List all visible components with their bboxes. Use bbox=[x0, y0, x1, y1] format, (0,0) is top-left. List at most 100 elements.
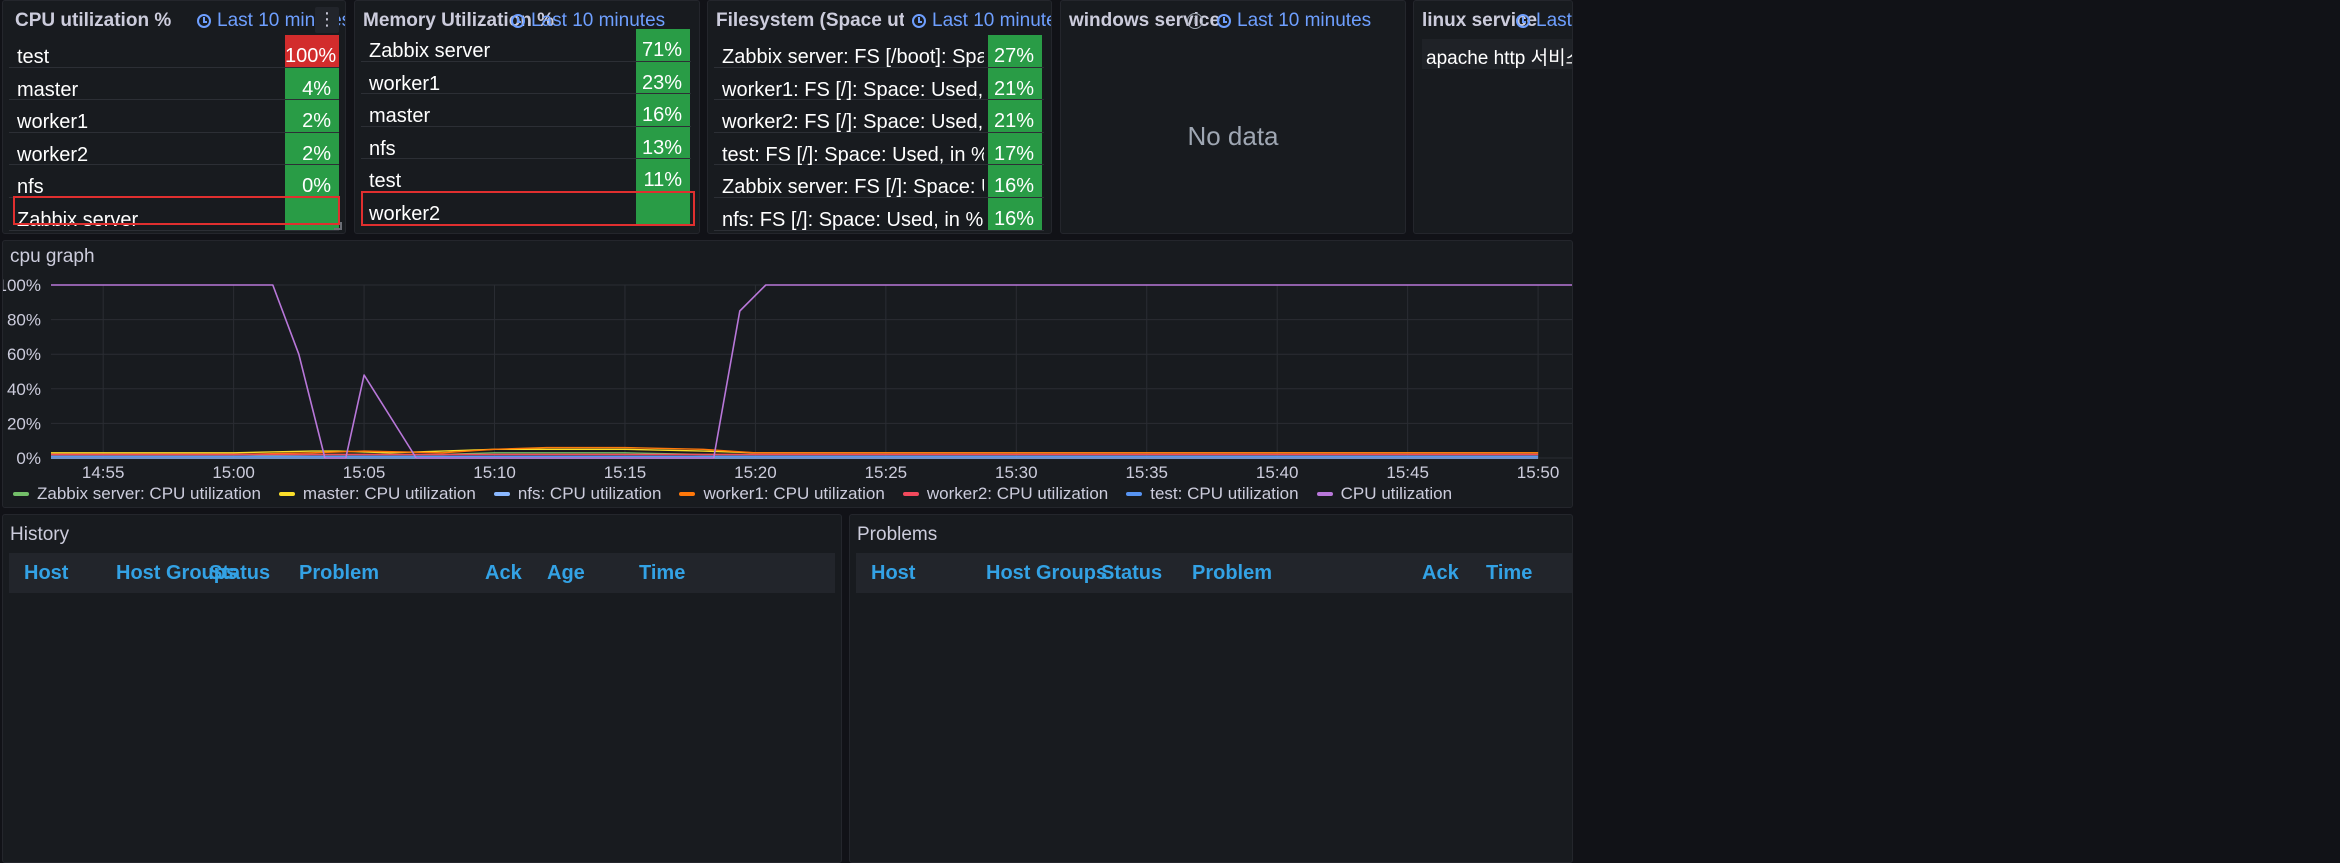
column-header[interactable]: Age bbox=[547, 562, 585, 584]
panel-menu-icon[interactable]: ⋮ bbox=[315, 7, 339, 33]
legend-item[interactable]: Zabbix server: CPU utilization bbox=[13, 484, 261, 504]
panel-title[interactable]: windows service bbox=[1069, 10, 1221, 31]
panel-title[interactable]: linux service bbox=[1422, 10, 1538, 31]
legend-item[interactable]: nfs: CPU utilization bbox=[493, 484, 661, 504]
table-header bbox=[9, 553, 835, 593]
series-line bbox=[51, 446, 1539, 456]
legend-swatch bbox=[679, 492, 696, 496]
table-row[interactable]: worker2: FS [/]: Space: Used, in %21% bbox=[714, 100, 1044, 133]
legend-swatch bbox=[1316, 492, 1333, 496]
y-tick-label: 0% bbox=[16, 449, 41, 468]
series-line bbox=[51, 284, 1572, 459]
legend-label: test: CPU utilization bbox=[1150, 484, 1299, 503]
table-row[interactable]: worker1 23% bbox=[361, 61, 691, 95]
table-row[interactable]: Zabbix server: FS [/]: Space: Used, in %… bbox=[714, 165, 1044, 198]
column-header[interactable]: Host Groups bbox=[116, 562, 238, 584]
column-header[interactable]: Problem bbox=[1192, 562, 1273, 584]
row-name: worker1 bbox=[369, 72, 441, 95]
column-header[interactable]: Problem bbox=[299, 562, 380, 584]
linux-service-panel: linux service Last 1 apache http 서비스 bbox=[1413, 0, 1573, 234]
column-header[interactable]: Ack bbox=[485, 562, 522, 584]
row-name: Zabbix server bbox=[17, 209, 139, 231]
table-row[interactable]: worker2 2% bbox=[9, 132, 339, 166]
x-tick-label: 15:35 bbox=[1125, 463, 1168, 482]
time-range[interactable]: Last 10 minutes bbox=[511, 10, 665, 32]
legend-label: master: CPU utilization bbox=[302, 484, 476, 503]
table-row[interactable]: master 4% bbox=[9, 67, 339, 101]
row-value: 17% bbox=[988, 132, 1042, 165]
table-row[interactable]: worker1 2% bbox=[9, 100, 339, 133]
row-value: 23% bbox=[636, 61, 690, 94]
time-range[interactable]: Last 10 minutes bbox=[912, 10, 1051, 32]
x-tick-label: 15:30 bbox=[995, 463, 1038, 482]
table-row[interactable]: nfs 13% bbox=[361, 126, 691, 160]
highlight-box bbox=[13, 196, 340, 225]
row-name: worker1: FS [/]: Space: Used, in % bbox=[722, 78, 984, 101]
windows-service-panel: windows service i Last 10 minutes No dat… bbox=[1060, 0, 1406, 234]
clock-icon bbox=[511, 14, 525, 28]
table-row[interactable]: Zabbix server 71% bbox=[361, 29, 691, 62]
panel-title[interactable]: cpu graph bbox=[10, 246, 95, 267]
row-name: test: FS [/]: Space: Used, in % bbox=[722, 143, 984, 166]
column-header[interactable]: Time bbox=[639, 562, 686, 584]
column-header[interactable]: Host bbox=[871, 562, 916, 584]
time-range[interactable]: Last 1 bbox=[1516, 10, 1572, 32]
table-row[interactable]: test 11% bbox=[361, 159, 691, 192]
legend-item[interactable]: test: CPU utilization bbox=[1126, 484, 1299, 504]
time-range[interactable]: Last 10 minutes bbox=[1217, 10, 1371, 32]
row-value: 16% bbox=[988, 198, 1042, 230]
clock-icon bbox=[197, 14, 211, 28]
row-value: 100% bbox=[285, 35, 339, 67]
row-value: 16% bbox=[988, 165, 1042, 197]
service-name: apache http 서비스 bbox=[1426, 48, 1573, 69]
panel-title[interactable]: Problems bbox=[857, 524, 938, 545]
legend-item[interactable]: worker1: CPU utilization bbox=[679, 484, 885, 504]
time-range-label: Last 10 minutes bbox=[1237, 10, 1372, 31]
list-item: apache http 서비스 bbox=[1422, 39, 1573, 69]
row-name: nfs: FS [/]: Space: Used, in % bbox=[722, 209, 984, 231]
legend-item[interactable]: master: CPU utilization bbox=[278, 484, 476, 504]
row-name: test bbox=[17, 46, 50, 68]
column-header[interactable]: Time bbox=[1486, 562, 1533, 584]
legend-item[interactable]: worker2: CPU utilization bbox=[902, 484, 1109, 504]
table-row[interactable]: worker2 bbox=[361, 192, 691, 225]
column-header[interactable]: Status bbox=[1101, 562, 1163, 584]
no-data-message: No data bbox=[1187, 121, 1279, 151]
x-tick-label: 15:00 bbox=[212, 463, 255, 482]
legend-swatch bbox=[13, 492, 29, 496]
time-range[interactable]: Last 10 minutes bbox=[197, 10, 345, 32]
resize-handle-icon[interactable] bbox=[334, 222, 342, 230]
clock-icon bbox=[1516, 14, 1530, 28]
column-header[interactable]: Host Groups bbox=[986, 562, 1108, 584]
row-name: Zabbix server: FS [/boot]: Space: Used, … bbox=[722, 46, 984, 68]
table-row[interactable]: nfs: FS [/]: Space: Used, in % 16% bbox=[714, 198, 1044, 231]
legend-item[interactable]: CPU utilization bbox=[1316, 484, 1452, 504]
row-value: 27% bbox=[988, 35, 1042, 67]
column-header[interactable]: Host bbox=[24, 562, 69, 584]
filesystem-panel: Filesystem (Space utilization % Last 10 … bbox=[707, 0, 1052, 234]
row-name: Zabbix server: FS [/]: Space: Used, in % bbox=[722, 176, 984, 199]
table-row[interactable]: test 100% bbox=[9, 35, 339, 68]
clock-icon bbox=[1217, 14, 1231, 28]
legend-label: worker2: CPU utilization bbox=[926, 484, 1109, 503]
x-tick-label: 15:05 bbox=[343, 463, 386, 482]
panel-title[interactable]: Memory Utilization % bbox=[363, 10, 555, 31]
x-tick-label: 15:20 bbox=[734, 463, 777, 482]
column-header[interactable]: Status bbox=[209, 562, 271, 584]
table-row[interactable]: worker1: FS [/]: Space: Used, in %21% bbox=[714, 67, 1044, 101]
table-row[interactable]: Zabbix server: FS [/boot]: Space: Used, … bbox=[714, 35, 1044, 68]
table-row[interactable]: test: FS [/]: Space: Used, in % 17% bbox=[714, 132, 1044, 166]
panel-title[interactable]: CPU utilization % bbox=[15, 10, 172, 31]
panel-title[interactable]: Filesystem (Space utilization % bbox=[716, 10, 904, 31]
memory-utilization-panel: Memory Utilization % Last 10 minutes Zab… bbox=[354, 0, 700, 234]
row-value: 16% bbox=[636, 94, 690, 126]
panel-title[interactable]: History bbox=[10, 524, 70, 545]
info-icon[interactable]: i bbox=[1187, 13, 1203, 29]
x-tick-label: 15:15 bbox=[604, 463, 647, 482]
table-row[interactable]: master 16% bbox=[361, 94, 691, 127]
column-header[interactable]: Ack bbox=[1422, 562, 1459, 584]
history-panel: History Host Host Groups Status Problem Ack A… bbox=[2, 514, 842, 863]
table-row[interactable]: nfs 0% bbox=[9, 165, 339, 198]
legend-swatch bbox=[493, 492, 510, 496]
legend-swatch bbox=[902, 492, 919, 496]
